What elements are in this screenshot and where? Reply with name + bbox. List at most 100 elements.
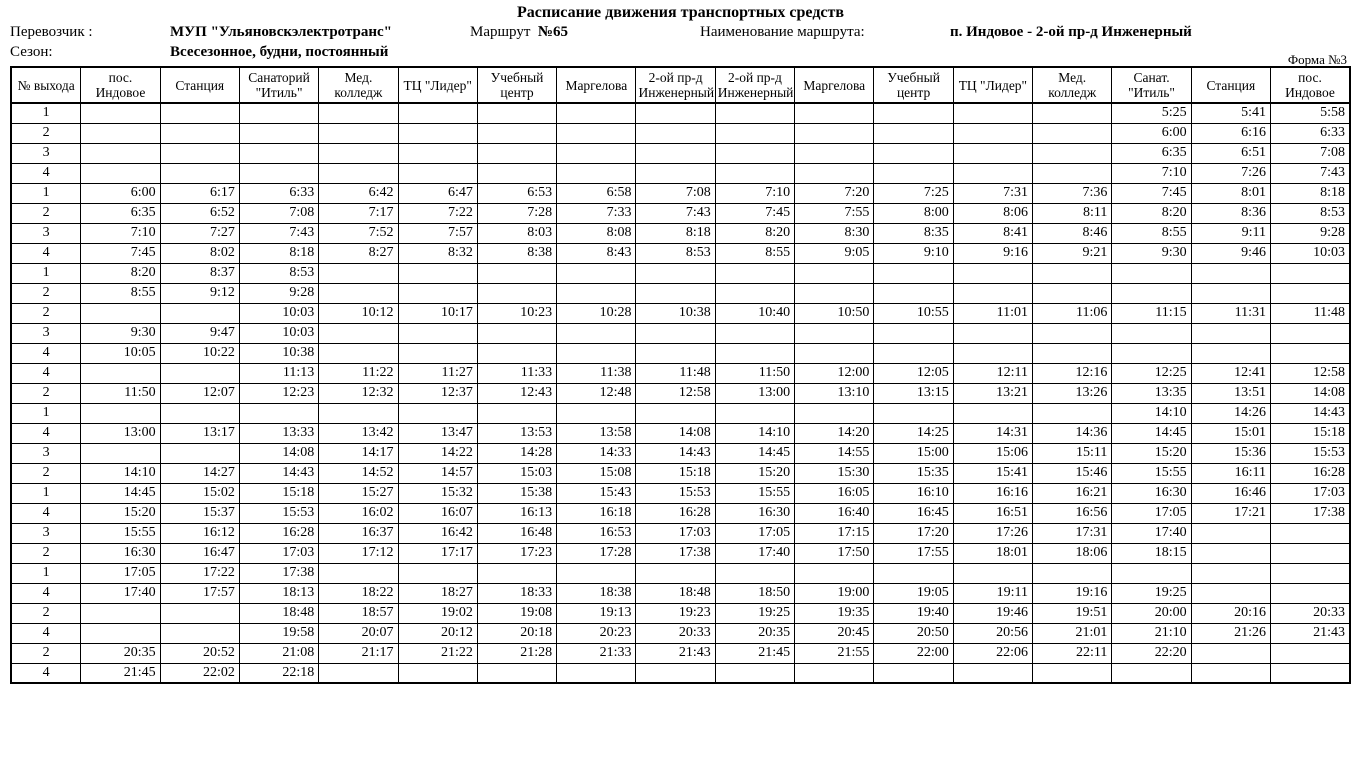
time-cell bbox=[636, 283, 715, 303]
time-cell bbox=[874, 563, 953, 583]
time-cell: 18:33 bbox=[477, 583, 556, 603]
table-row: 16:006:176:336:426:476:536:587:087:107:2… bbox=[11, 183, 1350, 203]
schedule-table: № выходапос. ИндовоеСтанцияСанаторий "Ит… bbox=[10, 66, 1351, 684]
exit-number: 4 bbox=[11, 583, 81, 603]
time-cell: 13:15 bbox=[874, 383, 953, 403]
time-cell: 16:30 bbox=[1112, 483, 1191, 503]
time-cell bbox=[319, 403, 398, 423]
time-cell: 17:05 bbox=[1112, 503, 1191, 523]
time-cell: 15:20 bbox=[715, 463, 794, 483]
table-row: 47:458:028:188:278:328:388:438:538:559:0… bbox=[11, 243, 1350, 263]
table-row: 114:1014:2614:43 bbox=[11, 403, 1350, 423]
time-cell: 9:21 bbox=[1033, 243, 1112, 263]
time-cell: 12:07 bbox=[160, 383, 239, 403]
time-cell: 9:30 bbox=[81, 323, 160, 343]
time-cell bbox=[1033, 123, 1112, 143]
time-cell bbox=[715, 263, 794, 283]
col-stop: Мед. колледж bbox=[1033, 67, 1112, 103]
time-cell: 19:35 bbox=[795, 603, 874, 623]
table-row: 36:356:517:08 bbox=[11, 143, 1350, 163]
time-cell bbox=[1033, 163, 1112, 183]
time-cell: 21:08 bbox=[239, 643, 318, 663]
time-cell bbox=[557, 403, 636, 423]
time-cell: 20:35 bbox=[81, 643, 160, 663]
time-cell bbox=[1112, 343, 1191, 363]
time-cell: 13:33 bbox=[239, 423, 318, 443]
time-cell: 20:00 bbox=[1112, 603, 1191, 623]
time-cell: 11:06 bbox=[1033, 303, 1112, 323]
time-cell: 21:33 bbox=[557, 643, 636, 663]
route-name-label: Наименование маршрута: bbox=[700, 22, 950, 42]
time-cell: 11:13 bbox=[239, 363, 318, 383]
time-cell: 10:40 bbox=[715, 303, 794, 323]
time-cell: 7:22 bbox=[398, 203, 477, 223]
time-cell: 8:41 bbox=[953, 223, 1032, 243]
table-row: 114:4515:0215:1815:2715:3215:3815:4315:5… bbox=[11, 483, 1350, 503]
time-cell: 6:33 bbox=[239, 183, 318, 203]
time-cell bbox=[160, 623, 239, 643]
time-cell: 15:18 bbox=[1270, 423, 1350, 443]
time-cell bbox=[557, 323, 636, 343]
time-cell: 9:28 bbox=[1270, 223, 1350, 243]
time-cell bbox=[953, 163, 1032, 183]
time-cell bbox=[1270, 323, 1350, 343]
time-cell bbox=[715, 163, 794, 183]
time-cell: 17:03 bbox=[239, 543, 318, 563]
time-cell: 16:12 bbox=[160, 523, 239, 543]
time-cell: 15:06 bbox=[953, 443, 1032, 463]
time-cell: 20:16 bbox=[1191, 603, 1270, 623]
col-stop: Маргелова bbox=[795, 67, 874, 103]
exit-number: 2 bbox=[11, 643, 81, 663]
time-cell: 11:15 bbox=[1112, 303, 1191, 323]
time-cell: 15:55 bbox=[1112, 463, 1191, 483]
time-cell bbox=[557, 123, 636, 143]
time-cell bbox=[319, 563, 398, 583]
time-cell: 7:43 bbox=[1270, 163, 1350, 183]
time-cell: 10:05 bbox=[81, 343, 160, 363]
time-cell: 7:08 bbox=[636, 183, 715, 203]
time-cell: 14:43 bbox=[239, 463, 318, 483]
time-cell bbox=[1033, 563, 1112, 583]
time-cell bbox=[636, 343, 715, 363]
time-cell: 21:45 bbox=[81, 663, 160, 683]
time-cell bbox=[1033, 403, 1112, 423]
time-cell: 6:00 bbox=[81, 183, 160, 203]
time-cell bbox=[795, 323, 874, 343]
time-cell: 17:26 bbox=[953, 523, 1032, 543]
exit-number: 1 bbox=[11, 103, 81, 123]
time-cell: 16:28 bbox=[1270, 463, 1350, 483]
time-cell: 6:47 bbox=[398, 183, 477, 203]
time-cell: 9:46 bbox=[1191, 243, 1270, 263]
time-cell: 7:17 bbox=[319, 203, 398, 223]
exit-number: 4 bbox=[11, 343, 81, 363]
time-cell bbox=[557, 283, 636, 303]
time-cell: 15:03 bbox=[477, 463, 556, 483]
time-cell: 13:58 bbox=[557, 423, 636, 443]
time-cell: 15:11 bbox=[1033, 443, 1112, 463]
time-cell: 14:08 bbox=[239, 443, 318, 463]
time-cell bbox=[398, 283, 477, 303]
col-stop: пос. Индовое bbox=[81, 67, 160, 103]
time-cell bbox=[239, 163, 318, 183]
time-cell bbox=[636, 403, 715, 423]
table-row: 417:4017:5718:1318:2218:2718:3318:3818:4… bbox=[11, 583, 1350, 603]
time-cell: 16:53 bbox=[557, 523, 636, 543]
time-cell: 20:33 bbox=[1270, 603, 1350, 623]
time-cell: 6:51 bbox=[1191, 143, 1270, 163]
time-cell bbox=[953, 343, 1032, 363]
time-cell: 7:43 bbox=[636, 203, 715, 223]
time-cell: 8:55 bbox=[715, 243, 794, 263]
time-cell: 11:48 bbox=[636, 363, 715, 383]
table-row: 220:3520:5221:0821:1721:2221:2821:3321:4… bbox=[11, 643, 1350, 663]
time-cell: 7:45 bbox=[715, 203, 794, 223]
time-cell: 16:13 bbox=[477, 503, 556, 523]
time-cell bbox=[953, 263, 1032, 283]
time-cell: 18:48 bbox=[636, 583, 715, 603]
time-cell: 6:58 bbox=[557, 183, 636, 203]
time-cell bbox=[636, 323, 715, 343]
table-row: 117:0517:2217:38 bbox=[11, 563, 1350, 583]
time-cell: 14:45 bbox=[81, 483, 160, 503]
time-cell bbox=[398, 103, 477, 123]
time-cell bbox=[477, 103, 556, 123]
time-cell: 8:02 bbox=[160, 243, 239, 263]
